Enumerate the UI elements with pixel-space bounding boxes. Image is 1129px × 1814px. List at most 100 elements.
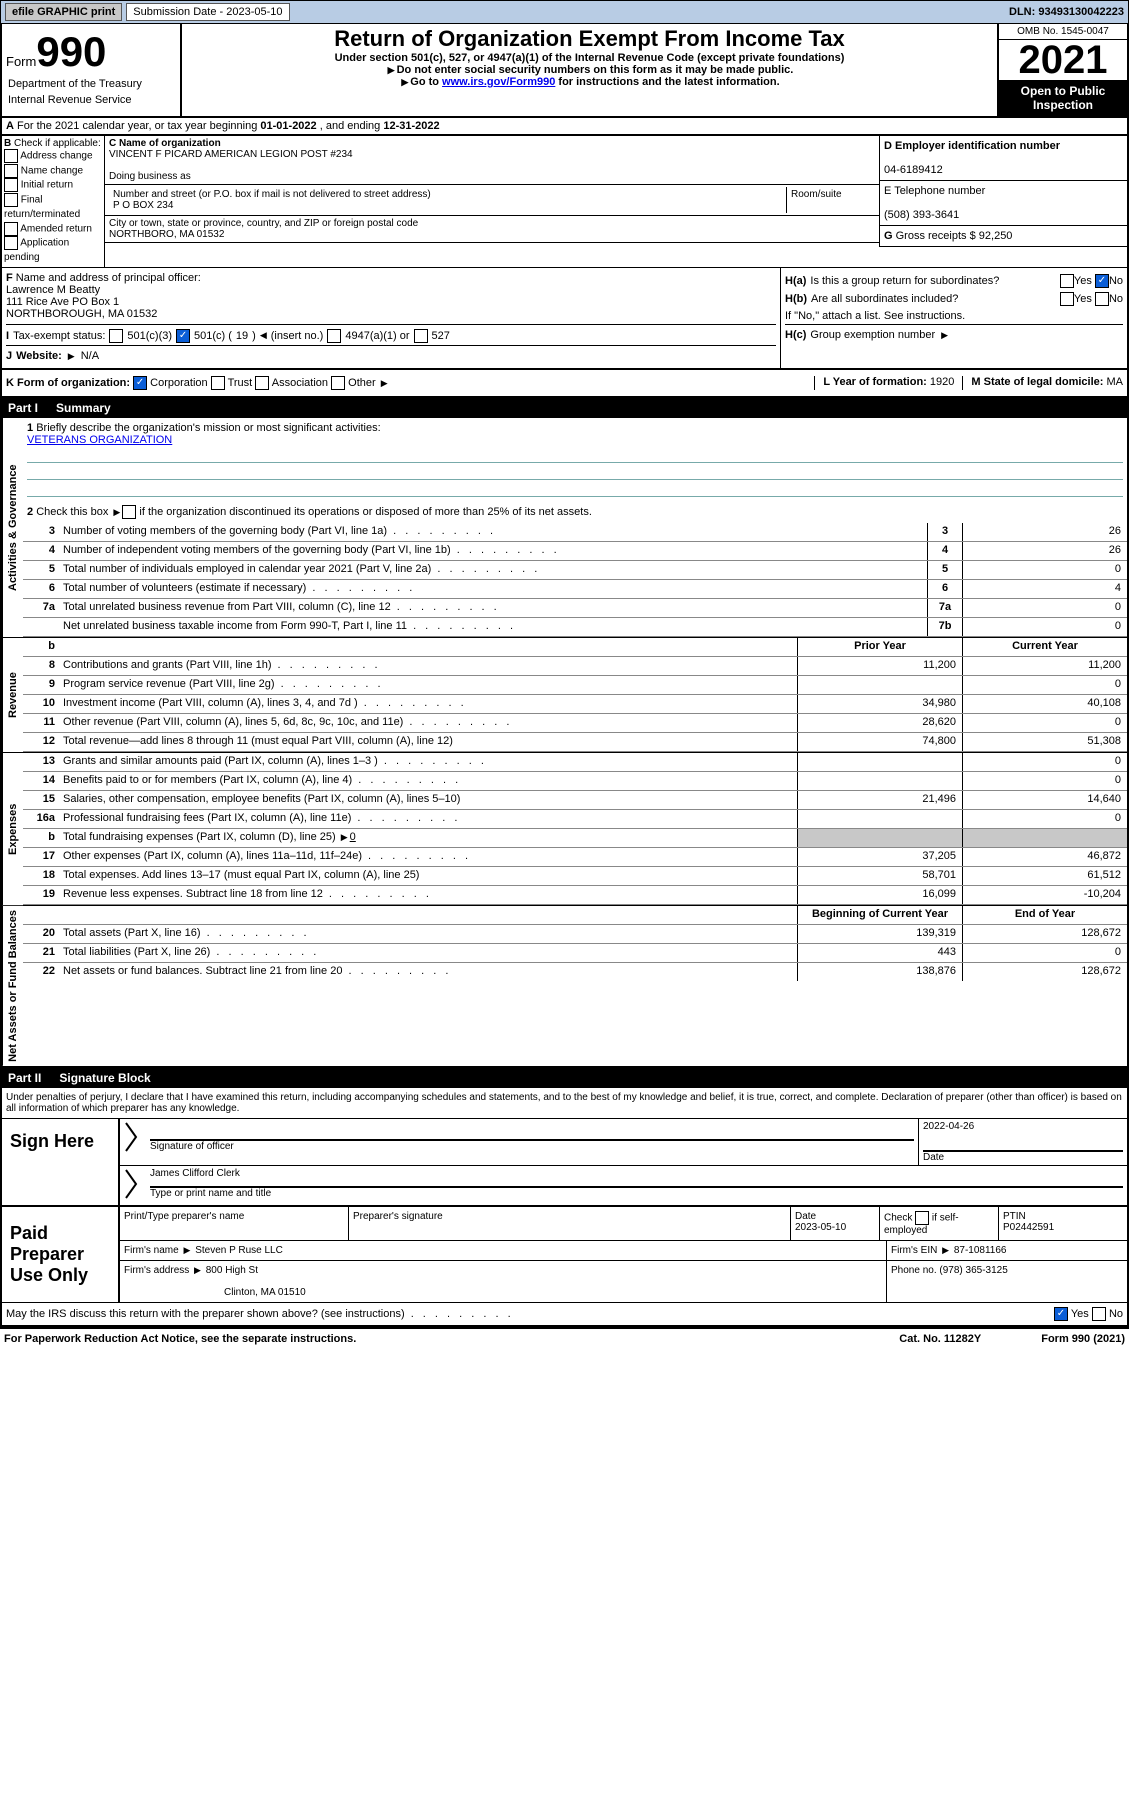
officer-name-title: James Clifford Clerk [150, 1168, 240, 1179]
firm-ein-lbl: Firm's EIN [891, 1245, 937, 1256]
cb-hb-no[interactable] [1095, 292, 1109, 306]
r18-prior: 58,701 [797, 867, 962, 885]
cb-name-change[interactable]: Name change [4, 164, 102, 179]
q2-text: Check this box [36, 506, 108, 518]
r10-prior: 34,980 [797, 695, 962, 713]
opt-527: 527 [432, 330, 450, 342]
r15-text: Salaries, other compensation, employee b… [59, 791, 797, 809]
r19-text: Revenue less expenses. Subtract line 18 … [59, 886, 797, 904]
r11-curr: 0 [962, 714, 1127, 732]
cb-discuss-yes[interactable] [1054, 1307, 1068, 1321]
firm-addr-lbl: Firm's address [124, 1265, 189, 1276]
instructions-link[interactable]: www.irs.gov/Form990 [442, 76, 555, 88]
r11-prior: 28,620 [797, 714, 962, 732]
cb-discuss-no[interactable] [1092, 1307, 1106, 1321]
firm-name: Steven P Ruse LLC [195, 1245, 283, 1256]
officer-name: Lawrence M Beatty [6, 284, 776, 296]
cb-final-return[interactable]: Final return/terminated [4, 193, 102, 222]
cb-ha-yes[interactable] [1060, 274, 1074, 288]
cb-527[interactable] [414, 329, 428, 343]
cb-initial-return[interactable]: Initial return [4, 178, 102, 193]
sig-date-lbl: Date [923, 1152, 1123, 1163]
hdr-end: End of Year [962, 906, 1127, 924]
vlabel-expenses: Expenses [2, 753, 23, 905]
efile-button[interactable]: efile GRAPHIC print [5, 3, 122, 21]
q7a-text: Total unrelated business revenue from Pa… [59, 599, 927, 617]
r10-text: Investment income (Part VIII, column (A)… [59, 695, 797, 713]
r12-prior: 74,800 [797, 733, 962, 751]
discuss-text: May the IRS discuss this return with the… [6, 1308, 514, 1320]
firm-phone: (978) 365-3125 [939, 1265, 1007, 1276]
open-inspection: Open to Public Inspection [999, 80, 1127, 116]
cb-address-change[interactable]: Address change [4, 149, 102, 164]
paid-preparer: Paid Preparer Use Only [2, 1207, 120, 1302]
q6-val: 4 [962, 580, 1127, 598]
ptin-lbl: PTIN [1003, 1211, 1026, 1222]
r16a-curr: 0 [962, 810, 1127, 828]
r9-num: 9 [23, 676, 59, 694]
r20-begin: 139,319 [797, 925, 962, 943]
i-text: Tax-exempt status: [13, 330, 105, 342]
q4-val: 26 [962, 542, 1127, 560]
sig-intro: Under penalties of perjury, I declare th… [2, 1088, 1127, 1118]
q5-text: Total number of individuals employed in … [59, 561, 927, 579]
cb-app-pending[interactable]: Application pending [4, 236, 102, 265]
hb-text: Are all subordinates included? [811, 293, 958, 305]
hc-text: Group exemption number [810, 329, 935, 341]
cb-self-employed[interactable] [915, 1211, 929, 1225]
hdr-current: Current Year [962, 638, 1127, 656]
q4-text: Number of independent voting members of … [59, 542, 927, 560]
phone-lbl: E Telephone number [884, 185, 985, 197]
q7b-text: Net unrelated business taxable income fr… [59, 618, 927, 636]
r14-text: Benefits paid to or for members (Part IX… [59, 772, 797, 790]
r16b-num: b [23, 829, 59, 847]
cb-501c3[interactable] [109, 329, 123, 343]
cb-501c[interactable] [176, 329, 190, 343]
cb-other[interactable] [331, 376, 345, 390]
row-a-text: For the 2021 calendar year, or tax year … [17, 120, 260, 132]
k-text: K Form of organization: [6, 377, 130, 389]
q3-box: 3 [927, 523, 962, 541]
cb-corp[interactable] [133, 376, 147, 390]
sign-here: Sign Here [2, 1119, 120, 1205]
insert-no: 19 [236, 330, 248, 342]
q4-box: 4 [927, 542, 962, 560]
dln: DLN: 93493130042223 [1009, 6, 1124, 18]
r8-prior: 11,200 [797, 657, 962, 675]
cb-assoc[interactable] [255, 376, 269, 390]
part1-title: Summary [56, 401, 111, 415]
q6-num: 6 [23, 580, 59, 598]
row-a-mid: , and ending [320, 120, 384, 132]
vlabel-activities: Activities & Governance [2, 418, 23, 637]
gross-lbl: Gross receipts $ [896, 230, 976, 242]
firm-phone-lbl: Phone no. [891, 1265, 937, 1276]
f-lbl: F [6, 272, 13, 284]
firm-addr2: Clinton, MA 01510 [224, 1287, 306, 1298]
vlabel-revenue: Revenue [2, 638, 23, 752]
r17-prior: 37,205 [797, 848, 962, 866]
cb-4947[interactable] [327, 329, 341, 343]
cb-trust[interactable] [211, 376, 225, 390]
r19-prior: 16,099 [797, 886, 962, 904]
r11-text: Other revenue (Part VIII, column (A), li… [59, 714, 797, 732]
cb-ha-no[interactable] [1095, 274, 1109, 288]
dba-lbl: Doing business as [109, 171, 191, 182]
gross-receipts: 92,250 [979, 230, 1013, 242]
subtitle-2: Do not enter social security numbers on … [397, 64, 794, 76]
cb-hb-yes[interactable] [1060, 292, 1074, 306]
tax-year-begin: 01-01-2022 [260, 120, 316, 132]
cb-amended-return[interactable]: Amended return [4, 222, 102, 237]
sig-date: 2022-04-26 [923, 1121, 1123, 1132]
r18-text: Total expenses. Add lines 13–17 (must eq… [59, 867, 797, 885]
l-text: L Year of formation: [823, 376, 927, 388]
subtitle-1: Under section 501(c), 527, or 4947(a)(1)… [184, 52, 995, 64]
ein: 04-6189412 [884, 164, 943, 176]
ein-lbl: D Employer identification number [884, 140, 1060, 152]
r13-curr: 0 [962, 753, 1127, 771]
street: P O BOX 234 [113, 200, 173, 211]
r19-curr: -10,204 [962, 886, 1127, 904]
r8-num: 8 [23, 657, 59, 675]
r15-num: 15 [23, 791, 59, 809]
r13-text: Grants and similar amounts paid (Part IX… [59, 753, 797, 771]
cb-discontinued[interactable] [122, 505, 136, 519]
